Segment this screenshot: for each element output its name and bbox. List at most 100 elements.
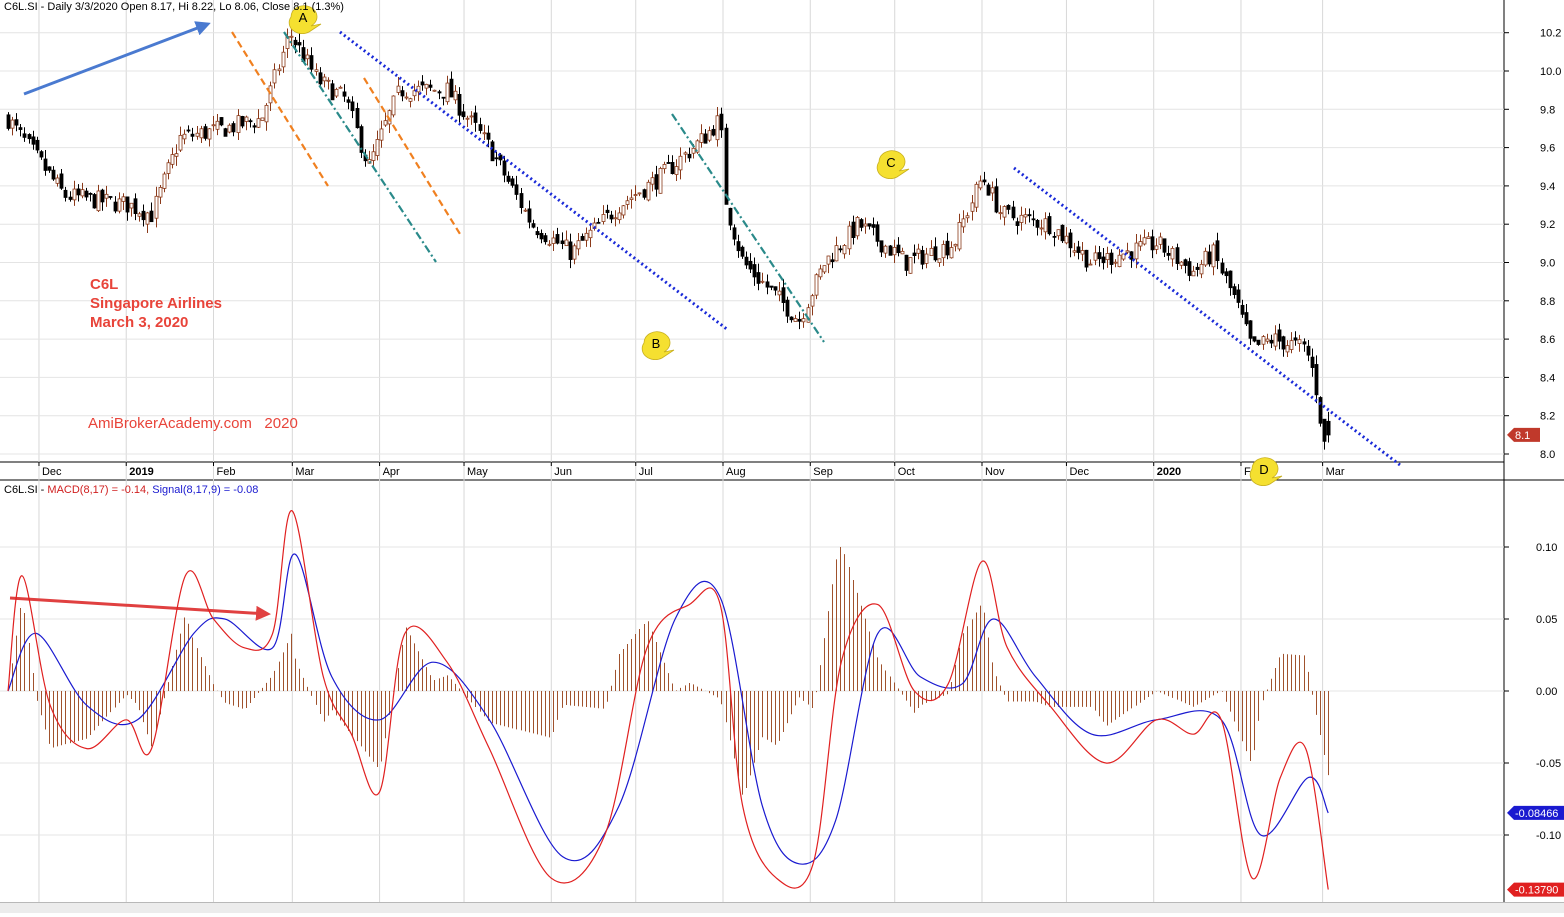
candle-body: [937, 258, 942, 263]
candle-body: [1101, 256, 1106, 264]
x-tick-label: Sep: [813, 466, 833, 478]
candle-body: [568, 241, 573, 260]
orange-dashed-line-1: [231, 31, 329, 187]
candle-body: [547, 243, 552, 246]
candle-body: [769, 285, 774, 288]
candle-body: [711, 128, 716, 136]
candle-body: [888, 245, 893, 256]
price-y-tick-label: 10.2: [1540, 28, 1561, 40]
callout-label: D: [1259, 462, 1268, 477]
badge-text: -0.13790: [1515, 885, 1558, 897]
candle-body: [268, 85, 273, 104]
candle-body: [1015, 221, 1020, 226]
callout-label: B: [652, 336, 661, 351]
candle-body: [810, 295, 815, 307]
x-tick-label: May: [467, 466, 488, 478]
candle-body: [305, 54, 310, 60]
candle-body: [31, 136, 36, 145]
blue-trend-arrow: [23, 21, 211, 96]
candle-body: [588, 229, 593, 239]
candle-body: [752, 264, 757, 278]
candle-body: [346, 99, 351, 103]
candle-body: [613, 217, 618, 220]
candle-body: [1207, 251, 1212, 265]
candle-body: [424, 83, 429, 89]
candle-body: [199, 128, 204, 139]
callout-a: A: [288, 5, 322, 34]
candle-body: [125, 196, 130, 213]
candle-body: [457, 93, 462, 116]
candle-body: [416, 85, 421, 93]
downtrend-line-2: [1013, 166, 1401, 467]
callout-label: C: [886, 155, 895, 170]
candle-body: [162, 173, 167, 189]
candle-body: [683, 152, 688, 155]
candle-body: [920, 250, 925, 265]
candle-body: [715, 115, 720, 141]
price-y-tick-label: 8.8: [1540, 296, 1555, 308]
candle-body: [137, 213, 142, 217]
x-tick-label: 2019: [129, 466, 153, 478]
candle-body: [724, 127, 729, 205]
x-tick-label: Oct: [898, 466, 915, 478]
candle-body: [330, 83, 335, 101]
candle-body: [773, 286, 778, 291]
candle-body: [35, 139, 40, 151]
candle-body: [621, 205, 626, 216]
candle-body: [502, 160, 507, 176]
candle-body: [227, 124, 232, 133]
candle-body: [555, 234, 560, 244]
candle-body: [469, 115, 474, 118]
candle-body: [1138, 241, 1143, 247]
candle-body: [10, 119, 15, 129]
callout-bubble: [288, 5, 322, 34]
candle-body: [272, 69, 277, 84]
candle-body: [941, 244, 946, 259]
candle-body: [240, 116, 245, 127]
candle-body: [371, 151, 376, 161]
candle-body: [55, 177, 60, 184]
candle-body: [297, 42, 302, 46]
candle-body: [1170, 248, 1175, 260]
candle-body: [551, 237, 556, 244]
candle-body: [957, 222, 962, 250]
candle-body: [1097, 252, 1102, 260]
candle-body: [1224, 271, 1229, 277]
badge-text: 8.1: [1515, 430, 1530, 442]
candle-body: [801, 318, 806, 323]
candle-body: [1256, 339, 1261, 345]
candle-body: [174, 153, 179, 157]
candle-body: [929, 247, 934, 256]
candle-body: [1047, 216, 1052, 235]
candle-body: [596, 221, 601, 224]
candle-body: [965, 215, 970, 219]
candle-body: [1248, 320, 1253, 339]
teal-dashdot-line-1: [283, 31, 437, 263]
callout-d: D: [1249, 457, 1283, 486]
candle-body: [264, 104, 269, 123]
candle-body: [289, 35, 294, 38]
candle-body: [22, 133, 27, 138]
candle-body: [1302, 341, 1307, 345]
candle-body: [695, 140, 700, 153]
candle-body: [514, 184, 519, 195]
candle-body: [642, 189, 647, 198]
candle-body: [1166, 252, 1171, 256]
x-tick-label: 2020: [1157, 466, 1181, 478]
candle-body: [428, 84, 433, 88]
candle-body: [1088, 263, 1093, 266]
candle-body: [523, 209, 528, 212]
candle-body: [498, 154, 503, 161]
badge-shape: [1507, 427, 1540, 442]
candle-body: [117, 198, 122, 212]
candle-body: [1035, 219, 1040, 228]
callout-bubble: [876, 150, 910, 179]
candle-body: [728, 207, 733, 226]
x-tick-label: Aug: [726, 466, 746, 478]
candle-body: [1244, 312, 1249, 325]
candle-body: [1261, 336, 1266, 345]
sheet-tab-bar[interactable]: [0, 902, 1564, 913]
candle-body: [1285, 345, 1290, 353]
candle-body: [490, 141, 495, 162]
